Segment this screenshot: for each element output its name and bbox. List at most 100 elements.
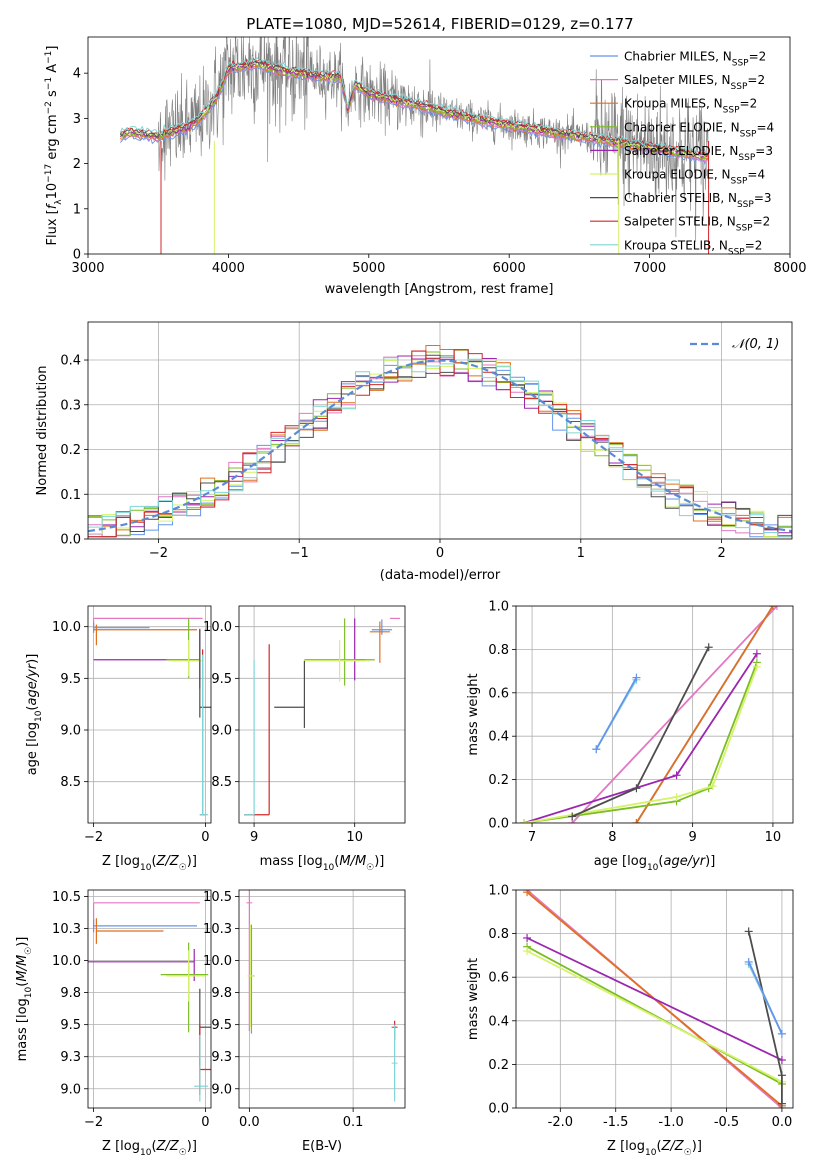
- axes-frame-age_vs_Z: [87, 605, 212, 824]
- figure-title: PLATE=1080, MJD=52614, FIBERID=0129, z=0…: [246, 15, 633, 33]
- y-tick-label: 0.2: [488, 773, 509, 788]
- series-line: [595, 677, 638, 750]
- x-tick-label: 7000: [633, 261, 666, 276]
- x-axis-label: E(B-V): [302, 1139, 342, 1154]
- plot-area-age_vs_mass: [239, 606, 405, 823]
- histogram-salpeter_stelib: [88, 349, 792, 538]
- legend-label: Chabrier ELODIE, NSSP=4: [624, 120, 774, 139]
- plot-area-mass_weight_vs_Z: [516, 890, 793, 1108]
- legend-label: Chabrier MILES, NSSP=2: [624, 50, 766, 69]
- x-tick-label: −2: [84, 830, 103, 845]
- plot-area-mass_weight_vs_age: [516, 606, 793, 823]
- axes-frame-spectrum: [87, 36, 791, 255]
- y-tick-label: 1: [73, 202, 81, 217]
- y-tick-label: 9.3: [211, 1050, 232, 1065]
- y-tick-label: 4: [73, 67, 81, 82]
- plot-area-spectrum: [119, 37, 710, 254]
- y-tick-label: 10.5: [52, 890, 81, 905]
- errorbar-kroupa_stelib: [194, 1034, 209, 1102]
- y-tick-label: 9.3: [60, 1050, 81, 1065]
- plot-area-age_vs_Z: [88, 606, 211, 823]
- y-tick-label: 2: [73, 157, 81, 172]
- y-tick-label: 0.4: [60, 354, 81, 369]
- axes-age_vs_mass: 9 10 8.5 9.0 9.5 10.0 mass [log10(M/M☉)]: [203, 605, 406, 873]
- axes-mass_vs_Z: −2 0 9.0 9.3 9.5 9.8 10.0 10.3 10.5 Z [log10(Z/Z☉…: [15, 889, 212, 1158]
- y-tick-label: 0.3: [60, 398, 81, 413]
- y-tick-label: 9.0: [60, 724, 81, 739]
- series-chabrier_miles: [744, 957, 786, 1038]
- x-axis-label: Z [log10(Z/Z☉)]: [102, 854, 197, 873]
- errorbar-kroupa_elodie: [166, 950, 206, 1002]
- x-tick-label: -1.0: [658, 1115, 683, 1130]
- axes-mass_vs_ebv: 0.0 0.1 9.0 9.3 9.5 9.8 10.0 10.3 10.5 E(B-V): [203, 889, 406, 1154]
- x-tick-label: 0: [201, 830, 209, 845]
- x-tick-label: -1.5: [603, 1115, 628, 1130]
- y-tick-label: 9.5: [211, 672, 232, 687]
- legend-item: Salpeter MILES, NSSP=2: [590, 73, 765, 92]
- x-tick-label: −2: [84, 1115, 103, 1130]
- x-axis-label: (data-model)/error: [380, 568, 501, 583]
- y-axis-label: age [log10(age/yr)]: [25, 654, 44, 776]
- errorbar-kroupa_miles: [93, 624, 198, 646]
- y-tick-label: 1.0: [488, 600, 509, 615]
- y-tick-label: 10.5: [203, 890, 232, 905]
- legend-item: Chabrier STELIB, NSSP=3: [590, 191, 772, 210]
- legend-spectrum: Chabrier MILES, NSSP=2 Salpeter MILES, NS…: [590, 50, 774, 257]
- y-axis-label: Normed distribution: [35, 366, 50, 496]
- y-tick-label: 9.8: [60, 986, 81, 1001]
- legend-item: Kroupa STELIB, NSSP=2: [590, 238, 762, 257]
- y-tick-label: 0.0: [488, 1102, 509, 1117]
- x-tick-label: 0: [201, 1115, 209, 1130]
- errorbar-kroupa_stelib: [391, 1024, 398, 1102]
- y-tick-label: 0: [73, 248, 81, 263]
- errorbar-kroupa_stelib: [244, 659, 255, 816]
- normal-curve: [88, 359, 792, 533]
- legend-item: Kroupa ELODIE, NSSP=4: [590, 168, 765, 187]
- x-axis-label: wavelength [Angstrom, rest frame]: [325, 282, 554, 297]
- errorbar-chabrier_miles: [92, 919, 198, 933]
- series-kroupa_elodie: [520, 662, 761, 823]
- plot-area-residuals: [88, 322, 792, 539]
- axes-frame-mass_weight_vs_age: [515, 605, 794, 824]
- x-tick-label: -2.0: [548, 1115, 573, 1130]
- x-tick-label: 0.0: [239, 1115, 260, 1130]
- errorbar-kroupa_stelib: [199, 654, 209, 816]
- legend-residuals: 𝒩(0, 1): [690, 337, 779, 352]
- y-tick-label: 0.2: [488, 1058, 509, 1073]
- axes-spectrum: 3000 4000 5000 6000 7000 8000 0 1 2 3 4 Chabrier MI…: [44, 36, 807, 297]
- axes-residuals: −2 −1 0 1 2 0.0 0.1 0.2 0.3 0.4 𝒩(0, 1) (data-model…: [35, 321, 793, 583]
- y-tick-label: 0.6: [488, 971, 509, 986]
- legend-label: Salpeter MILES, NSSP=2: [624, 73, 765, 92]
- y-tick-label: 9.5: [60, 1018, 81, 1033]
- y-tick-label: 0.4: [488, 730, 509, 745]
- series-salpeter_elodie: [523, 933, 786, 1065]
- series-line: [523, 662, 758, 823]
- y-tick-label: 0.8: [488, 927, 509, 942]
- y-tick-label: 10.0: [203, 620, 232, 635]
- x-tick-label: −2: [149, 546, 168, 561]
- x-axis-label: Z [log10(Z/Z☉)]: [102, 1139, 197, 1158]
- x-tick-label: −1: [290, 546, 309, 561]
- y-tick-label: 8.5: [60, 775, 81, 790]
- series-line: [523, 666, 758, 823]
- x-axis-label: Z [log10(Z/Z☉)]: [607, 1139, 702, 1158]
- legend-label: Kroupa STELIB, NSSP=2: [624, 238, 762, 257]
- x-tick-label: 9: [250, 830, 258, 845]
- y-tick-label: 0.6: [488, 686, 509, 701]
- y-tick-label: 0.4: [488, 1014, 509, 1029]
- errorbar-kroupa_elodie: [169, 640, 203, 677]
- legend-label: Salpeter STELIB, NSSP=2: [624, 215, 770, 234]
- y-tick-label: 9.0: [60, 1082, 81, 1097]
- x-tick-label: 0: [436, 546, 444, 561]
- x-tick-label: 4000: [212, 261, 245, 276]
- y-tick-label: 0.8: [488, 643, 509, 658]
- x-axis-label: age [log10(age/yr)]: [594, 854, 716, 873]
- x-tick-label: 8: [608, 830, 616, 845]
- legend-label: Chabrier STELIB, NSSP=3: [624, 191, 772, 210]
- errorbar-kroupa_miles: [369, 621, 390, 663]
- x-tick-label: 0.0: [772, 1115, 793, 1130]
- axes-frame-mass_vs_Z: [87, 889, 212, 1109]
- axes-mass_weight_vs_Z: -2.0 -1.5 -1.0 -0.5 0.0 0.0 0.2 0.4 0.6 0.8 1.0 Z […: [466, 884, 794, 1158]
- axes-age_vs_Z: −2 0 8.5 9.0 9.5 10.0 Z [log10(Z/Z☉)] age [log1…: [25, 605, 212, 873]
- x-tick-label: 6000: [493, 261, 526, 276]
